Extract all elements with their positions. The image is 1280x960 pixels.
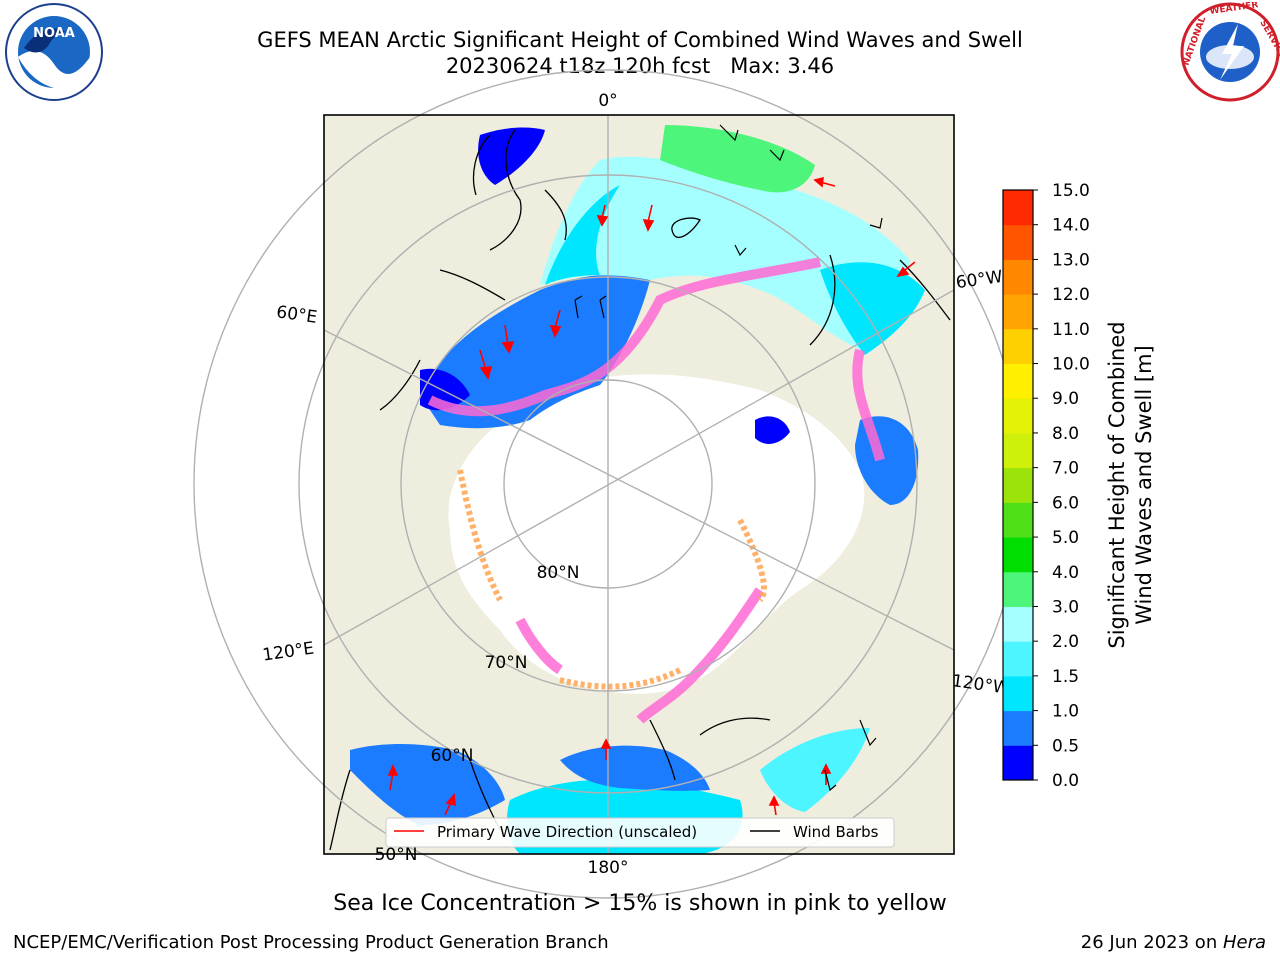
colorbar-label-line1: Significant Height of Combined [1105, 321, 1129, 648]
lon-label-0: 0° [598, 91, 617, 111]
colorbar-tick-label: 4.0 [1052, 563, 1079, 583]
legend-wave-direction-label: Primary Wave Direction (unscaled) [437, 823, 697, 841]
colorbar-tick-label: 3.0 [1052, 597, 1079, 617]
colorbar-tick-label: 8.0 [1052, 424, 1079, 444]
gulf-of-alaska-waves [760, 728, 870, 812]
footer-run-date: 26 Jun 2023 on Hera [1081, 932, 1266, 953]
colorbar-tick-label: 1.5 [1052, 667, 1079, 687]
map-subtitle: 20230624 t18z 120h fcst Max: 3.46 [445, 54, 835, 78]
wind-barbs [574, 124, 883, 792]
atlantic-waves-cyan [545, 185, 620, 285]
baffin-bay-waves [755, 416, 790, 444]
arctic-ocean [448, 374, 865, 694]
sea-ice-caption: Sea Ice Concentration > 15% is shown in … [333, 891, 947, 916]
colorbar-tick-label: 14.0 [1052, 216, 1090, 236]
map-title: GEFS MEAN Arctic Significant Height of C… [257, 28, 1023, 52]
sea-ice-band [427, 257, 885, 724]
colorbar: 0.0 0.5 1.0 1.5 2.0 3.0 4.0 5.0 6.0 7.0 8.0 9.0 10.0… [1002, 181, 1090, 791]
colorbar-bin [1003, 641, 1033, 677]
colorbar-tick-label: 11.0 [1052, 320, 1090, 340]
colorbar-bin [1003, 363, 1033, 399]
lon-label-60e: 60°E [275, 302, 318, 327]
bering-sea-waves-blue [560, 745, 710, 791]
colorbar-tick-label: 1.0 [1052, 702, 1079, 722]
baltic-sea-waves [478, 127, 545, 185]
colorbar-bin [1003, 190, 1033, 226]
colorbar-tick-label: 0.0 [1052, 771, 1079, 791]
colorbar-bin [1003, 710, 1033, 746]
colorbar-tick-label: 5.0 [1052, 528, 1079, 548]
map-legend: Primary Wave Direction (unscaled) Wind B… [385, 817, 895, 848]
lon-label-120w: 120°W [951, 671, 1011, 699]
colorbar-bin [1003, 745, 1033, 781]
colorbar-bin [1003, 675, 1033, 712]
barents-sea-waves [420, 274, 650, 429]
lon-label-180: 180° [588, 858, 629, 878]
lat-label-70n: 70°N [485, 653, 528, 673]
colorbar-tick-label: 6.0 [1052, 493, 1079, 513]
lon-label-120e: 120°E [261, 639, 315, 666]
colorbar-tick-label: 2.0 [1052, 632, 1079, 652]
colorbar-bin [1003, 294, 1033, 330]
colorbar-label-line2: Wind Waves and Swell [m] [1132, 345, 1156, 625]
noaa-logo: NOAA [5, 3, 103, 101]
okhotsk-sea-waves [350, 744, 505, 825]
sea-ice-edge [457, 469, 767, 690]
colorbar-tick-label: 13.0 [1052, 250, 1090, 270]
colorbar-bin [1003, 502, 1033, 538]
colorbar-bin [1003, 259, 1033, 295]
lat-label-80n: 80°N [537, 563, 580, 583]
legend-wind-barbs-label: Wind Barbs [793, 823, 879, 841]
colorbar-tick-label: 7.0 [1052, 459, 1079, 479]
colorbar-bin [1003, 398, 1033, 434]
colorbar-bin [1003, 328, 1033, 365]
map-frame [323, 114, 955, 855]
north-atlantic-high-waves [660, 125, 815, 193]
nws-logo: NATIONAL WEATHER SERVICE [1180, 2, 1280, 102]
footer-date: 26 Jun 2023 on [1080, 932, 1223, 953]
labrador-sea-waves [820, 262, 925, 355]
footer-host: Hera [1222, 932, 1266, 953]
lat-label-50n: 50°N [375, 845, 418, 865]
colorbar-bin [1003, 432, 1033, 469]
lat-label-60n: 60°N [431, 746, 474, 766]
norwegian-sea-waves [540, 156, 910, 350]
colorbar-tick-label: 9.0 [1052, 389, 1079, 409]
svg-text:NOAA: NOAA [33, 26, 75, 41]
colorbar-bin [1003, 571, 1033, 607]
colorbar-tick-label: 10.0 [1052, 355, 1090, 375]
colorbar-bin [1003, 537, 1033, 573]
footer-producer: NCEP/EMC/Verification Post Processing Pr… [13, 932, 609, 953]
colorbar-bin [1003, 224, 1033, 260]
colorbar-tick-label: 15.0 [1052, 181, 1090, 201]
colorbar-tick-label: 12.0 [1052, 285, 1090, 305]
colorbar-tick-label: 0.5 [1052, 736, 1079, 756]
colorbar-bin [1003, 467, 1033, 503]
colorbar-bin [1003, 606, 1033, 642]
colorbar-frame [1002, 189, 1034, 781]
